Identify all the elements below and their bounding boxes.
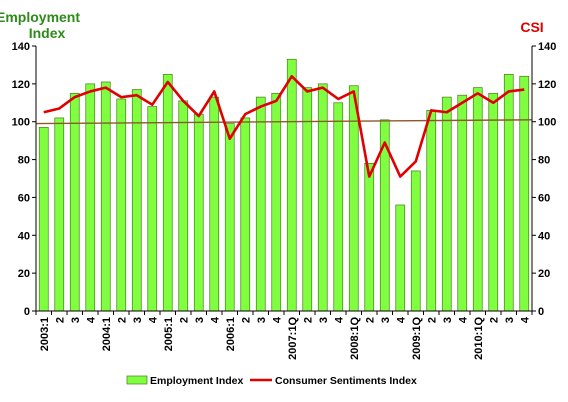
x-tick-label: 4 (333, 316, 345, 323)
x-tick-label: 2 (240, 317, 252, 323)
bar (472, 87, 483, 312)
y-tick-label-right: 140 (538, 41, 556, 53)
y-tick-label-left: 0 (24, 306, 30, 318)
y-tick-label-left: 140 (12, 41, 30, 53)
x-tick-label: 2 (426, 317, 438, 323)
reference-line (35, 119, 533, 125)
y-tick-label-left: 100 (12, 117, 30, 129)
y-tick-label-right: 120 (538, 79, 556, 91)
x-tick-label: 4 (457, 316, 469, 323)
x-tick-label: 2003:1 (39, 317, 51, 351)
y-tick-label-right: 80 (538, 155, 550, 167)
x-tick-label: 2005:1 (163, 317, 175, 351)
y-tick-label-right: 40 (538, 230, 550, 242)
x-tick-label: 2 (364, 317, 376, 323)
plot-area (35, 58, 533, 312)
y-tick-label-left: 40 (18, 230, 30, 242)
x-tick-label: 2008:1Q (349, 317, 361, 360)
bar (317, 83, 328, 312)
x-tick-label: 3 (380, 317, 392, 323)
bar (519, 75, 530, 312)
bar (410, 170, 421, 312)
x-tick-label: 3 (70, 317, 82, 323)
bar (178, 100, 189, 312)
bar (348, 85, 359, 312)
bar (116, 98, 127, 312)
bar (209, 96, 220, 312)
x-tick-label: 4 (519, 316, 531, 323)
legend-label-bar: Employment Index (150, 375, 244, 387)
legend-swatch-bar (126, 375, 148, 385)
x-tick-label: 4 (271, 316, 283, 323)
bar (100, 81, 111, 312)
bar (38, 127, 49, 312)
bar (395, 204, 406, 312)
x-tick-label: 2 (302, 317, 314, 323)
x-tick-label: 4 (147, 316, 159, 323)
x-tick-label: 2 (488, 317, 500, 323)
bar (333, 102, 344, 312)
x-tick-label: 2 (54, 317, 66, 323)
x-tick-label: 2009:1Q (411, 317, 423, 360)
bar (85, 83, 96, 312)
bar (286, 58, 297, 312)
bar (162, 74, 173, 312)
left-axis-title-line2: Index (29, 25, 66, 41)
legend-label-line: Consumer Sentiments Index (275, 375, 417, 387)
bar (255, 96, 266, 312)
y-tick-label-left: 120 (12, 79, 30, 91)
x-tick-label: 3 (194, 317, 206, 323)
legend: Employment Index Consumer Sentiments Inde… (126, 375, 417, 387)
x-tick-label: 3 (256, 317, 268, 323)
x-tick-label: 2007:1Q (287, 317, 299, 360)
x-tick-label: 2 (116, 317, 128, 323)
bar (364, 163, 375, 312)
series-line (43, 74, 525, 178)
bar (457, 94, 468, 312)
x-tick-label: 2010:1Q (473, 317, 485, 360)
bar (69, 92, 80, 312)
y-tick-label-right: 100 (538, 117, 556, 129)
y-tick-label-right: 60 (538, 192, 550, 204)
x-tick-label: 3 (318, 317, 330, 323)
x-tick-label: 3 (442, 317, 454, 323)
x-tick-label: 4 (85, 316, 97, 323)
bar (54, 117, 65, 312)
y-tick-label-right: 20 (538, 268, 550, 280)
bar (193, 113, 204, 312)
right-axis-title: CSI (520, 19, 543, 35)
y-tick-label-left: 20 (18, 268, 30, 280)
left-axis-title: Employment (0, 9, 80, 25)
bar (426, 110, 437, 312)
bar (224, 123, 235, 312)
x-tick-label: 2004:1 (101, 317, 113, 351)
x-tick-label: 4 (209, 316, 221, 323)
y-tick-label-right: 0 (538, 306, 544, 318)
bar (441, 96, 452, 312)
y-tick-label-left: 60 (18, 192, 30, 204)
x-tick-label: 3 (132, 317, 144, 323)
x-tick-label: 3 (504, 317, 516, 323)
axes: 0 0 20 20 40 40 60 60 80 80 100 100 120 120 140 140 2003… (12, 41, 557, 360)
bar (503, 74, 514, 312)
x-tick-label: 2006:1 (225, 317, 237, 351)
x-tick-label: 4 (395, 316, 407, 323)
bar (147, 106, 158, 312)
bar (488, 92, 499, 312)
x-tick-label: 2 (178, 317, 190, 323)
bar (271, 92, 282, 312)
y-tick-label-left: 80 (18, 155, 30, 167)
bar (240, 117, 251, 312)
